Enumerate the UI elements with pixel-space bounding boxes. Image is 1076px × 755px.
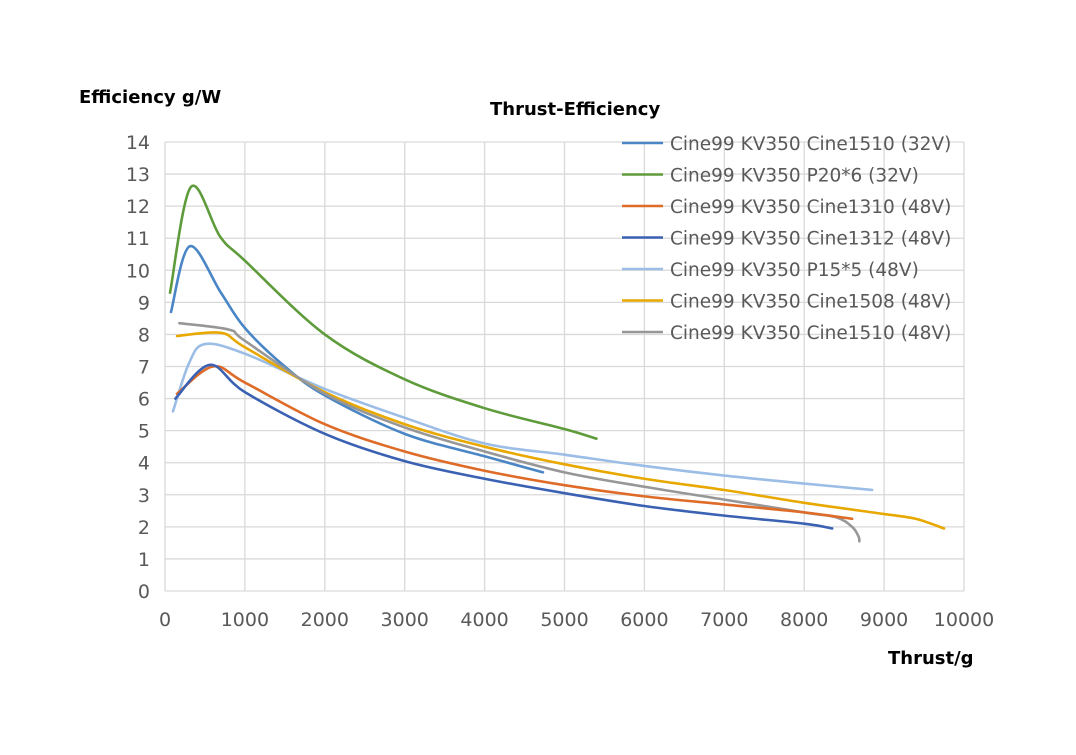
x-tick-label: 1000 (221, 609, 269, 631)
series-line (175, 331, 946, 530)
series-line (168, 184, 598, 440)
y-tick-label: 14 (126, 132, 150, 154)
y-tick-label: 9 (138, 292, 150, 314)
y-tick-label: 12 (126, 196, 150, 218)
series-line (174, 363, 834, 530)
y-tick-label: 4 (138, 453, 150, 475)
x-tick-label: 3000 (381, 609, 429, 631)
legend-entry: Cine99 KV350 P20*6 (32V) (670, 166, 919, 187)
y-tick-label: 3 (138, 485, 150, 507)
y-tick-label: 5 (138, 421, 150, 443)
y-tick-label: 11 (126, 228, 150, 250)
y-tick-label: 8 (138, 324, 150, 346)
series-line (169, 244, 545, 474)
x-axis-label: Thrust/g (888, 648, 974, 669)
chart-title: Thrust-Efficiency (490, 99, 660, 120)
legend-entry: Cine99 KV350 Cine1312 (48V) (670, 229, 951, 250)
legend-entry: Cine99 KV350 Cine1510 (48V) (670, 323, 951, 344)
series-line (171, 342, 874, 492)
x-tick-label: 2000 (301, 609, 349, 631)
legend-entry: Cine99 KV350 Cine1510 (32V) (670, 134, 951, 155)
legend-entry: Cine99 KV350 P15*5 (48V) (670, 260, 919, 281)
series-line (178, 321, 861, 543)
y-tick-label: 0 (138, 581, 150, 603)
legend: Cine99 KV350 Cine1510 (32V) Cine99 KV350 … (622, 134, 951, 344)
x-tick-label: 4000 (460, 609, 508, 631)
series-line (175, 364, 854, 521)
x-tick-label: 10000 (934, 609, 994, 631)
y-tick-label: 6 (138, 389, 150, 411)
legend-entry: Cine99 KV350 Cine1310 (48V) (670, 197, 951, 218)
y-tick-label: 10 (126, 260, 150, 282)
x-tick-label: 8000 (780, 609, 828, 631)
series-lines (168, 184, 946, 543)
y-tick-label: 2 (138, 517, 150, 539)
x-tick-label: 0 (159, 609, 171, 631)
y-tick-label: 13 (126, 164, 150, 186)
x-tick-label: 6000 (620, 609, 668, 631)
x-tick-label: 7000 (700, 609, 748, 631)
y-tick-label: 7 (138, 357, 150, 379)
x-tick-label: 5000 (540, 609, 588, 631)
legend-entry: Cine99 KV350 Cine1508 (48V) (670, 292, 951, 313)
y-axis-label: Efficiency g/W (79, 87, 221, 108)
y-tick-label: 1 (138, 549, 150, 571)
x-tick-label: 9000 (860, 609, 908, 631)
